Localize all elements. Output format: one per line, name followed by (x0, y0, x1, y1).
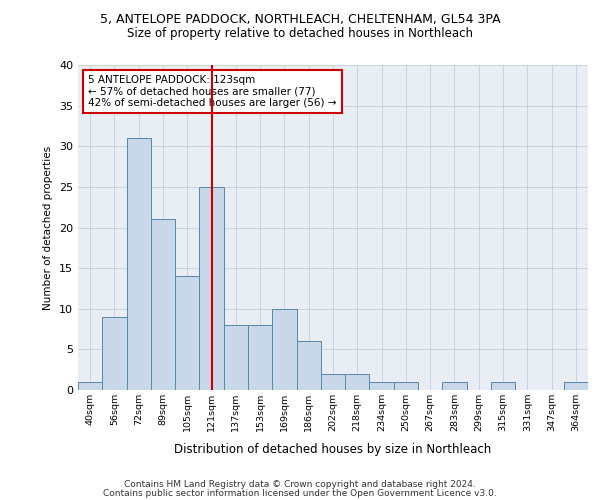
Bar (370, 382, 394, 390)
Bar (127, 138, 151, 390)
Bar (442, 382, 467, 390)
Bar (102, 317, 127, 390)
Bar (394, 382, 418, 390)
Bar (491, 382, 515, 390)
Text: Distribution of detached houses by size in Northleach: Distribution of detached houses by size … (175, 442, 491, 456)
Text: Contains public sector information licensed under the Open Government Licence v3: Contains public sector information licen… (103, 490, 497, 498)
Bar (296, 341, 321, 390)
Y-axis label: Number of detached properties: Number of detached properties (43, 146, 53, 310)
Bar (564, 382, 588, 390)
Bar (272, 308, 296, 390)
Bar (199, 187, 224, 390)
Text: 5 ANTELOPE PADDOCK: 123sqm
← 57% of detached houses are smaller (77)
42% of semi: 5 ANTELOPE PADDOCK: 123sqm ← 57% of deta… (88, 74, 337, 108)
Bar (78, 382, 102, 390)
Bar (248, 325, 272, 390)
Bar (321, 374, 345, 390)
Bar (345, 374, 370, 390)
Text: Contains HM Land Registry data © Crown copyright and database right 2024.: Contains HM Land Registry data © Crown c… (124, 480, 476, 489)
Bar (151, 220, 175, 390)
Bar (224, 325, 248, 390)
Text: 5, ANTELOPE PADDOCK, NORTHLEACH, CHELTENHAM, GL54 3PA: 5, ANTELOPE PADDOCK, NORTHLEACH, CHELTEN… (100, 12, 500, 26)
Text: Size of property relative to detached houses in Northleach: Size of property relative to detached ho… (127, 28, 473, 40)
Bar (175, 276, 199, 390)
